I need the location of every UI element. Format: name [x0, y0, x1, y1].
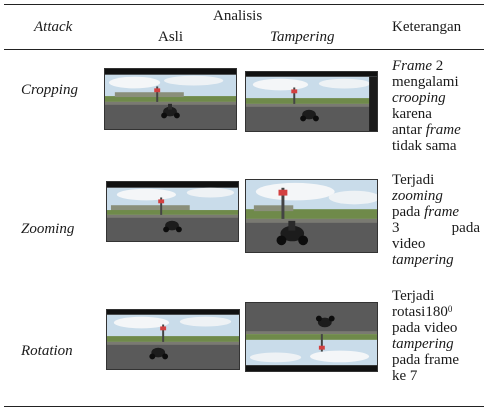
desc-line: tampering: [392, 336, 480, 352]
desc-line: Terjadi: [392, 288, 480, 304]
thumb-zooming-tampering: [245, 179, 378, 253]
desc-line: crooping: [392, 90, 480, 106]
desc-text: tampering: [392, 336, 454, 352]
desc-text: ke 7: [392, 368, 418, 384]
header-analisis: Analisis: [213, 8, 263, 24]
desc-text: Terjadi: [392, 172, 435, 188]
desc-text: frame: [425, 122, 461, 138]
header-keterangan: Keterangan: [392, 19, 462, 35]
desc-text: tampering: [392, 252, 454, 268]
header-asli: Asli: [158, 29, 184, 45]
desc-text: frame: [424, 204, 460, 220]
video-frame-image: [246, 72, 377, 131]
video-frame-image: [107, 310, 239, 369]
desc-zooming: Terjadi zooming pada frame 3 pada video tamper…: [392, 172, 480, 268]
desc-text: pada video: [392, 320, 458, 336]
thumb-rotation-tampering: [245, 302, 378, 372]
row-attack-zooming: Zooming: [21, 221, 75, 237]
desc-line: mengalami: [392, 74, 480, 90]
row-attack-rotation: Rotation: [21, 343, 73, 359]
desc-line: zooming: [392, 188, 480, 204]
video-frame-image: [246, 303, 377, 371]
desc-text: karena: [392, 106, 432, 122]
desc-line: video: [392, 236, 480, 252]
desc-text: Frame: [392, 58, 432, 74]
desc-line: tidak sama: [392, 138, 480, 154]
video-frame-image: [107, 182, 238, 241]
desc-line: Frame 2: [392, 58, 480, 74]
desc-text: crooping: [392, 90, 446, 106]
desc-line: pada video: [392, 320, 480, 336]
desc-line: antar frame: [392, 122, 480, 138]
desc-line: pada frame: [392, 204, 480, 220]
desc-text: Terjadi: [392, 288, 435, 304]
thumb-zooming-asli: [106, 181, 239, 242]
desc-line: Terjadi: [392, 172, 480, 188]
desc-cropping: Frame 2 mengalami crooping karena antar fram…: [392, 58, 480, 154]
thumb-cropping-asli: [104, 68, 237, 130]
header-tampering: Tampering: [270, 29, 335, 45]
video-frame-image: [105, 69, 236, 129]
desc-text: antar: [392, 122, 426, 138]
desc-line: rotasi1800: [392, 304, 480, 320]
desc-rotation: Terjadi rotasi1800 pada video tampering pada…: [392, 288, 480, 384]
desc-text: pada: [392, 204, 425, 220]
desc-text: 3: [392, 220, 400, 236]
desc-text: rotasi180: [392, 304, 448, 320]
desc-text: tidak sama: [392, 138, 457, 154]
desc-line: tampering: [392, 252, 480, 268]
desc-text: pada frame: [392, 352, 460, 368]
desc-text: video: [392, 236, 426, 252]
desc-text: pada: [451, 220, 480, 236]
table-bottom-rule: [4, 406, 484, 407]
header-bottom-rule: [4, 49, 484, 50]
video-frame-image: [246, 180, 377, 252]
header-attack: Attack: [34, 19, 73, 35]
desc-line: ke 7: [392, 368, 480, 384]
desc-line: pada frame: [392, 352, 480, 368]
desc-line: karena: [392, 106, 480, 122]
desc-text: 0: [447, 304, 453, 314]
desc-line: 3 pada: [392, 220, 480, 236]
desc-text: 2: [432, 58, 444, 74]
desc-text: mengalami: [392, 74, 459, 90]
thumb-cropping-tampering: [245, 71, 378, 132]
row-attack-cropping: Cropping: [21, 82, 78, 98]
desc-text: zooming: [392, 188, 443, 204]
table-top-rule: [4, 4, 484, 5]
thumb-rotation-asli: [106, 309, 240, 370]
